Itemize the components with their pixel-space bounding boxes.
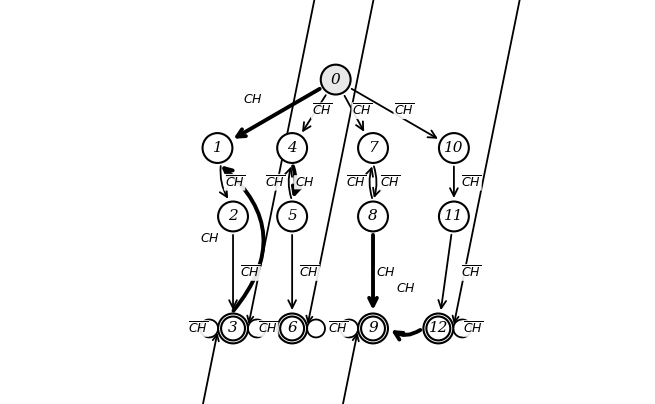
Circle shape (321, 65, 350, 95)
Text: $\overline{CH}$: $\overline{CH}$ (299, 265, 319, 280)
Text: 3: 3 (228, 322, 238, 335)
Text: $\overline{CH}$: $\overline{CH}$ (240, 265, 260, 280)
Text: 11: 11 (444, 209, 464, 223)
Circle shape (358, 314, 388, 343)
Text: 12: 12 (428, 322, 448, 335)
Text: 6: 6 (288, 322, 297, 335)
Text: 1: 1 (213, 141, 222, 155)
Circle shape (277, 133, 307, 163)
Text: $\overline{CH}$: $\overline{CH}$ (461, 175, 481, 190)
Text: $\overline{CH}$: $\overline{CH}$ (463, 321, 483, 336)
Text: $\overline{CH}$: $\overline{CH}$ (257, 321, 278, 336)
Circle shape (202, 133, 233, 163)
Text: $CH$: $CH$ (244, 93, 263, 106)
Text: $CH$: $CH$ (375, 266, 396, 279)
Text: $CH$: $CH$ (295, 176, 314, 189)
Circle shape (277, 202, 307, 231)
Circle shape (423, 314, 453, 343)
Circle shape (277, 314, 307, 343)
Text: $\overline{CH}$: $\overline{CH}$ (380, 175, 400, 190)
Text: $\overline{CH}$: $\overline{CH}$ (328, 321, 348, 336)
Text: 10: 10 (444, 141, 464, 155)
Text: 9: 9 (368, 322, 378, 335)
Text: $\overline{CH}$: $\overline{CH}$ (394, 103, 414, 118)
Text: $CH$: $CH$ (200, 232, 219, 245)
Text: $\overline{CH}$: $\overline{CH}$ (225, 175, 245, 190)
Text: 0: 0 (331, 73, 341, 86)
Text: $CH$: $CH$ (396, 282, 415, 295)
Text: 7: 7 (368, 141, 378, 155)
Circle shape (439, 133, 469, 163)
Text: 4: 4 (288, 141, 297, 155)
Circle shape (358, 133, 388, 163)
Text: 2: 2 (228, 209, 238, 223)
Text: $\overline{CH}$: $\overline{CH}$ (312, 103, 331, 118)
Text: $\overline{CH}$: $\overline{CH}$ (346, 175, 366, 190)
Text: $\overline{CH}$: $\overline{CH}$ (352, 103, 372, 118)
Circle shape (218, 314, 248, 343)
Text: 5: 5 (288, 209, 297, 223)
Text: 8: 8 (368, 209, 378, 223)
Circle shape (439, 202, 469, 231)
Text: $\overline{CH}$: $\overline{CH}$ (265, 175, 285, 190)
Circle shape (358, 202, 388, 231)
Text: $\overline{CH}$: $\overline{CH}$ (189, 321, 208, 336)
Circle shape (218, 202, 248, 231)
Text: $\overline{CH}$: $\overline{CH}$ (461, 265, 481, 280)
